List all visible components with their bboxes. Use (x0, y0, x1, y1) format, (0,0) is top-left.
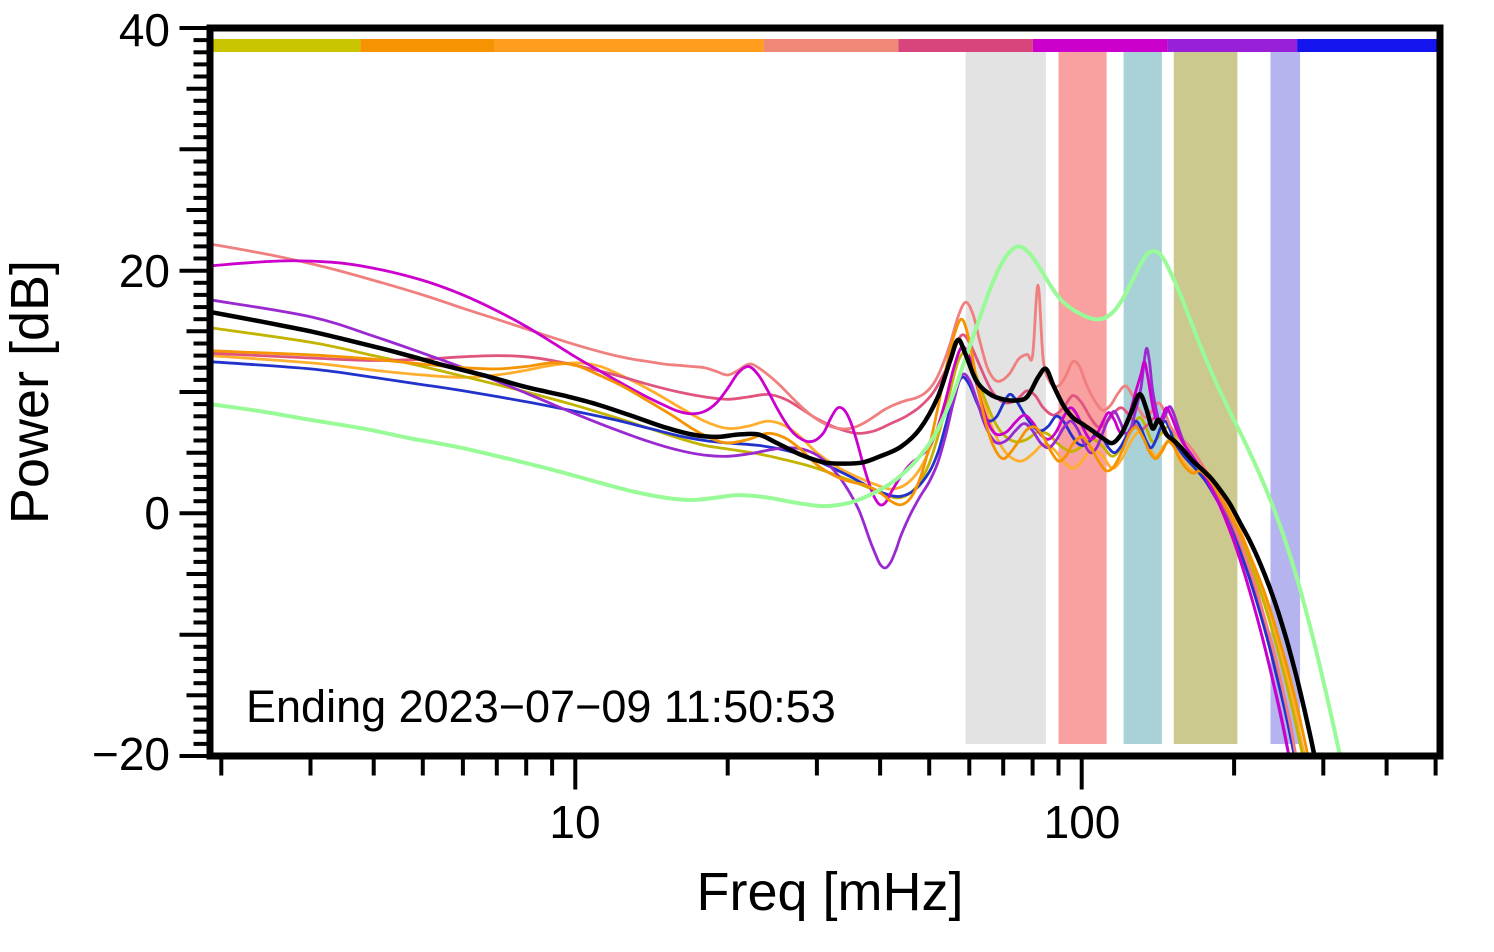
epoch-bar-segment-1 (360, 39, 495, 52)
x-tick-label-10: 10 (549, 796, 600, 848)
epoch-color-bar (213, 39, 1437, 52)
axes-tick-layer (179, 26, 1438, 790)
x-axis-label: Freq [mHz] (696, 862, 963, 922)
ending-timestamp-annotation: Ending 2023−07−09 11:50:53 (246, 681, 836, 732)
series-mean (210, 309, 1317, 756)
series-palegreen (210, 244, 1343, 756)
series-blue (210, 360, 1296, 756)
series-magenta (210, 259, 1291, 756)
plot-frame (206, 24, 1444, 760)
epoch-bar-segment-4 (898, 39, 1033, 52)
band-red (1058, 52, 1107, 744)
y-tick-label-20: 20 (119, 245, 170, 297)
x-tick-label-100: 100 (1044, 796, 1121, 848)
epoch-bar-segment-5 (1032, 39, 1168, 52)
epoch-bar-segment-7 (1297, 39, 1437, 52)
epoch-bar-segment-3 (763, 39, 899, 52)
epoch-bar-segment-0 (213, 39, 361, 52)
band-olive (1173, 52, 1238, 744)
series-purple (210, 298, 1291, 756)
epoch-bar-segment-2 (494, 39, 764, 52)
y-tick-label-m20: −20 (92, 728, 170, 780)
y-tick-label-0: 0 (144, 487, 170, 539)
series-layer (210, 242, 1343, 756)
y-tick-label-40: 40 (119, 4, 170, 56)
epoch-bar-segment-6 (1167, 39, 1297, 52)
y-axis-label: Power [dB] (0, 260, 60, 524)
